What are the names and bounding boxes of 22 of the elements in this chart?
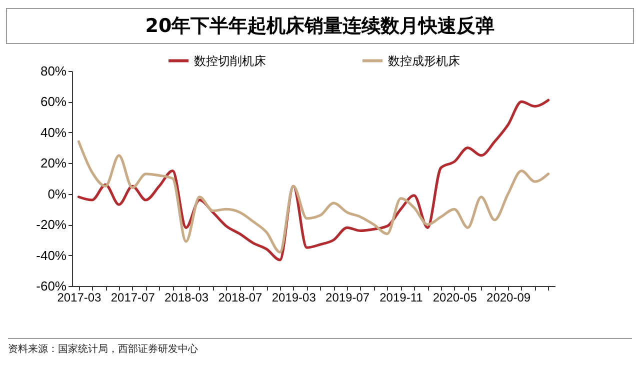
x-tick-label: 2017-03 (57, 290, 102, 304)
y-tick-label: -60% (36, 278, 67, 294)
y-tick-label: 40% (40, 124, 67, 140)
y-tick-label: 20% (40, 156, 67, 171)
x-tick-label: 2018-07 (218, 290, 263, 304)
legend-label: 数控成形机床 (388, 54, 460, 68)
chart-title: 20年下半年起机床销量连续数月快速反弹 (6, 8, 634, 44)
y-tick-label: 0% (48, 186, 67, 202)
legend-label: 数控切削机床 (194, 54, 266, 68)
x-tick-label: 2020-05 (432, 290, 478, 304)
y-tick-label: -20% (36, 217, 67, 232)
y-tick-label: -40% (36, 248, 67, 263)
x-tick-label: 2020-09 (486, 290, 531, 304)
line-series (77, 140, 550, 254)
text: 资料来源：国家统计局，西部证券研发中心 (8, 338, 632, 356)
y-tick-label: 80% (40, 64, 67, 78)
x-tick-label: 2019-03 (272, 290, 316, 304)
x-tick-label: 2018-03 (164, 290, 209, 304)
x-tick-label: 2019-07 (326, 290, 370, 304)
x-tick-label: 2019-11 (380, 290, 424, 304)
y-tick-label: 60% (40, 94, 67, 110)
x-tick-label: 2017-07 (110, 290, 156, 304)
